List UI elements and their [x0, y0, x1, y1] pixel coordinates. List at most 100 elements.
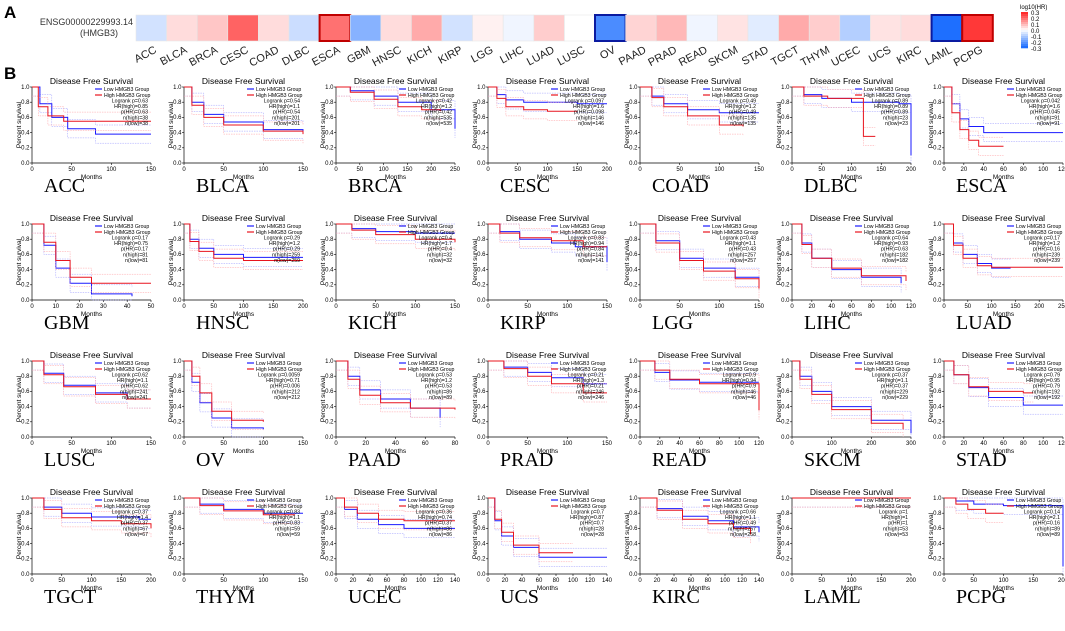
km-high-lower-ci	[336, 232, 456, 252]
km-legend-low: Low HMGB3 Group	[408, 224, 453, 230]
km-y-tick-label: 0.0	[325, 572, 334, 578]
km-stat-line: p(HR)=0.006	[270, 384, 300, 390]
km-cancer-label: LUSC	[44, 449, 95, 471]
km-stat-line: HR(high)=1.1	[877, 378, 908, 384]
km-y-tick-label: 0.8	[325, 237, 334, 243]
km-y-tick-label: 0.2	[173, 283, 182, 289]
km-x-tick-label: 80	[1020, 441, 1027, 447]
km-y-tick-label: 0.6	[629, 389, 638, 395]
km-x-tick-label: 50	[148, 304, 155, 310]
km-x-label: Months	[385, 174, 407, 181]
heatmap-category-label: READ	[677, 44, 710, 69]
km-stat-line: p(HR)=0.7	[580, 521, 604, 527]
km-cancer-label: LGG	[652, 312, 693, 334]
km-legend-low: Low HMGB3 Group	[256, 87, 301, 93]
km-y-tick-label: 0.2	[629, 420, 638, 426]
km-y-tick-label: 0.0	[933, 572, 942, 578]
km-stat-line: n(high)=241	[120, 389, 148, 395]
km-low-upper-ci	[944, 86, 1063, 124]
km-stat-line: Logrank p=0.53	[416, 373, 452, 379]
heatmap-legend-swatch	[1021, 22, 1028, 25]
km-stat-line: HR(high)=0.93	[874, 241, 908, 247]
km-legend-high: High HMGB3 Group	[104, 504, 151, 510]
km-y-tick-label: 0.6	[629, 526, 638, 532]
km-high-curve	[944, 360, 1034, 394]
km-title: Disease Free Survival	[810, 213, 893, 223]
km-low-upper-ci	[640, 86, 759, 104]
km-x-tick-label: 40	[676, 441, 683, 447]
km-x-label: Months	[233, 174, 255, 181]
km-cancer-label: UCEC	[348, 586, 401, 608]
km-legend-high: High HMGB3 Group	[1016, 504, 1063, 510]
km-y-tick-label: 0.0	[21, 298, 30, 304]
km-title: Disease Free Survival	[354, 487, 437, 497]
km-stat-line: n(low)=89	[1037, 532, 1060, 538]
km-title: Disease Free Survival	[658, 350, 741, 360]
km-y-label: Percent survival	[320, 101, 327, 148]
km-high-curve	[640, 223, 760, 289]
km-stat-line: n(low)=32	[429, 258, 452, 264]
km-stat-line: n(low)=38	[125, 121, 148, 127]
km-low-lower-ci	[32, 95, 151, 144]
km-stat-line: n(high)=46	[731, 389, 756, 395]
km-stat-line: Logrank p=0.83	[264, 510, 300, 516]
heatmap-legend-swatch	[1021, 18, 1028, 21]
km-x-tick-label: 40	[828, 304, 835, 310]
km-y-tick-label: 0.4	[325, 541, 334, 547]
km-stat-line: Logrank p=0.62	[112, 373, 148, 379]
km-y-tick-label: 0.8	[477, 374, 486, 380]
km-high-curve	[944, 497, 1004, 514]
km-x-tick-label: 50	[964, 304, 971, 310]
km-x-tick-label: 120	[1058, 167, 1065, 173]
km-y-tick-label: 0.4	[781, 130, 790, 136]
km-stat-line: p(HR)=0.29	[273, 247, 300, 253]
km-x-tick-label: 0	[486, 304, 490, 310]
km-stat-line: Logrank p=0.54	[264, 99, 300, 105]
km-title: Disease Free Survival	[810, 487, 893, 497]
km-stat-line: p(HR)=0.4	[428, 247, 452, 253]
km-stat-line: HR(high)=1.4	[117, 515, 148, 521]
km-legend-high: High HMGB3 Group	[408, 230, 455, 236]
km-high-lower-ci	[184, 369, 264, 431]
km-y-tick-label: 0.8	[781, 237, 790, 243]
km-y-tick-label: 0.0	[21, 572, 30, 578]
km-y-tick-label: 1.0	[173, 359, 182, 365]
km-legend-high: High HMGB3 Group	[408, 367, 455, 373]
km-y-tick-label: 0.8	[933, 374, 942, 380]
km-x-tick-label: 200	[146, 578, 157, 584]
km-x-tick-label: 150	[268, 304, 279, 310]
km-cancer-label: STAD	[956, 449, 1007, 471]
km-legend-high: High HMGB3 Group	[104, 230, 151, 236]
km-y-tick-label: 1.0	[933, 359, 942, 365]
km-x-tick-label: 0	[942, 441, 946, 447]
km-y-tick-label: 0.4	[325, 130, 334, 136]
km-high-upper-ci	[792, 86, 876, 128]
heatmap-legend-swatch	[1021, 40, 1028, 43]
km-x-tick-label: 200	[866, 441, 877, 447]
km-y-tick-label: 0.2	[781, 557, 790, 563]
km-legend-low: Low HMGB3 Group	[256, 498, 301, 504]
km-stat-line: n(low)=86	[429, 532, 452, 538]
km-x-tick-label: 0	[182, 441, 186, 447]
heatmap-category-label: LAML	[923, 44, 954, 68]
km-y-tick-label: 1.0	[933, 85, 942, 91]
km-low-upper-ci	[32, 497, 151, 511]
heatmap-category-label: COAD	[247, 44, 281, 70]
km-x-tick-label: 250	[1058, 304, 1065, 310]
km-y-tick-label: 0.4	[173, 130, 182, 136]
km-y-tick-label: 0.6	[477, 115, 486, 121]
km-y-tick-label: 0.8	[477, 511, 486, 517]
km-high-lower-ci	[336, 369, 456, 419]
km-y-tick-label: 1.0	[781, 85, 790, 91]
km-high-curve	[32, 86, 151, 122]
km-x-tick-label: 50	[356, 167, 363, 173]
km-stat-line: Logrank p=0.37	[872, 373, 908, 379]
km-x-tick-label: 0	[942, 304, 946, 310]
km-stat-line: HR(high)=1.2	[1029, 241, 1060, 247]
km-x-tick-label: 100	[258, 167, 269, 173]
km-stat-line: n(high)=86	[427, 526, 452, 532]
km-high-curve	[32, 360, 151, 400]
km-high-lower-ci	[488, 506, 573, 563]
heatmap-legend-tick: -0.3	[1031, 47, 1042, 53]
km-legend-low: Low HMGB3 Group	[560, 361, 605, 367]
